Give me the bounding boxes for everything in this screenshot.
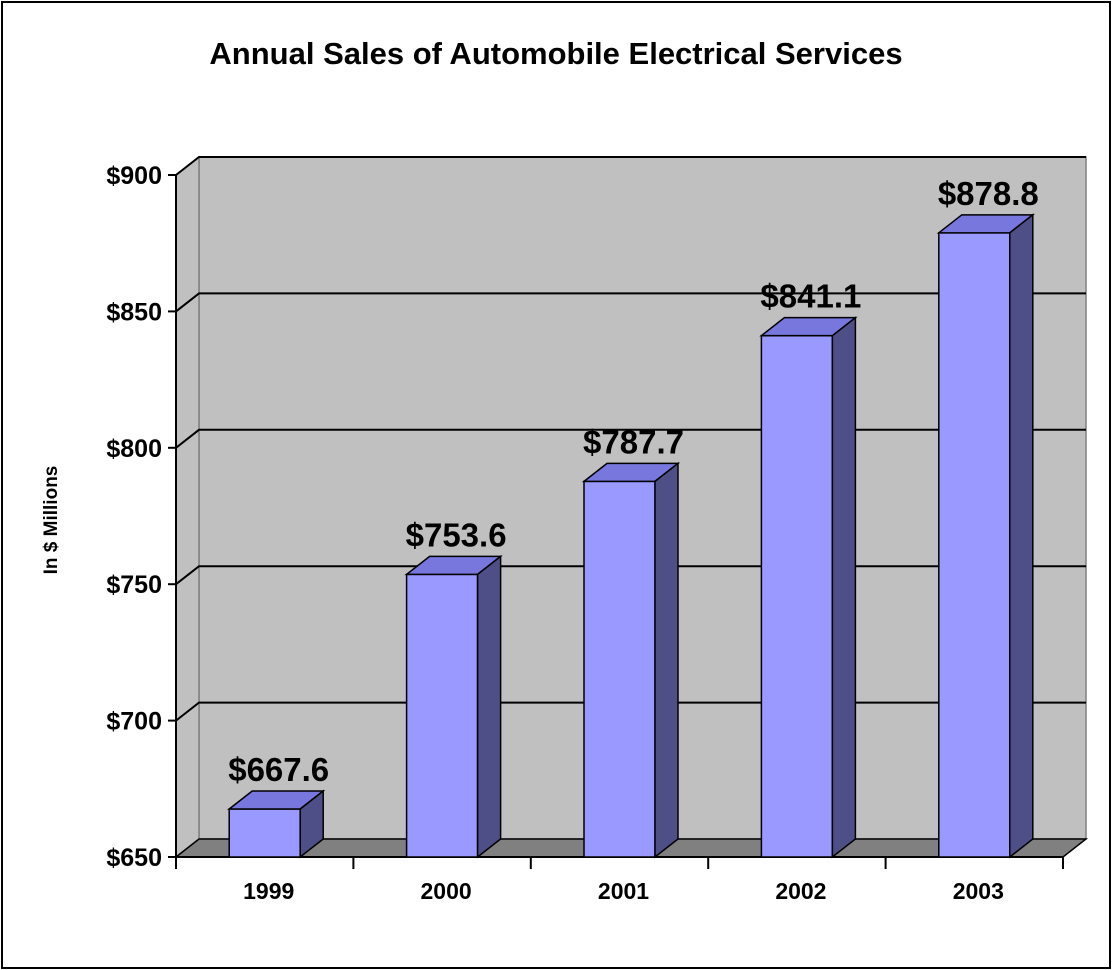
bar-front [583,480,656,858]
y-tick-label: $750 [106,571,162,599]
bar-side [654,461,679,859]
chart-title: Annual Sales of Automobile Electrical Se… [209,36,903,71]
y-tick-label: $700 [106,708,162,736]
bar-side [299,789,324,859]
data-labels: 1999 $667.6 2000 $753.6 2001 $787.7 2002 $841.1… [228,175,1039,904]
bar-front [405,573,479,858]
axes: $650 $700 $750 $800 $850 $900 [106,162,1064,872]
bar-side [476,554,502,859]
y-tick-label: $650 [106,844,162,872]
y-tick-label: $900 [106,162,162,190]
x-tick-label: 2002 [775,878,826,904]
bar-2003 [936,213,1035,859]
bar-side [1009,213,1034,859]
bar-front [760,334,834,858]
gridline [175,156,1086,176]
x-tick-label: 1999 [243,878,294,904]
x-tick-label: 2000 [421,878,472,904]
x-tick-label: 2003 [953,878,1004,904]
y-tick-label: $800 [106,435,162,463]
bar-front [938,232,1011,858]
bar-2001 [581,461,681,859]
data-label: $878.8 [938,175,1039,212]
y-tick-label: $850 [106,298,162,326]
side-wall [175,155,200,859]
bar-2000 [404,554,503,859]
data-label: $787.7 [583,423,684,460]
gridline [175,292,1086,313]
bar-2002 [759,316,858,859]
data-label: $667.6 [228,751,329,788]
bar-front [228,808,301,858]
bars [227,213,1035,859]
bar-side [831,316,857,859]
data-label: $841.1 [760,278,861,315]
data-label: $753.6 [406,516,507,553]
x-tick-label: 2001 [598,878,649,904]
bar-1999 [227,789,326,859]
